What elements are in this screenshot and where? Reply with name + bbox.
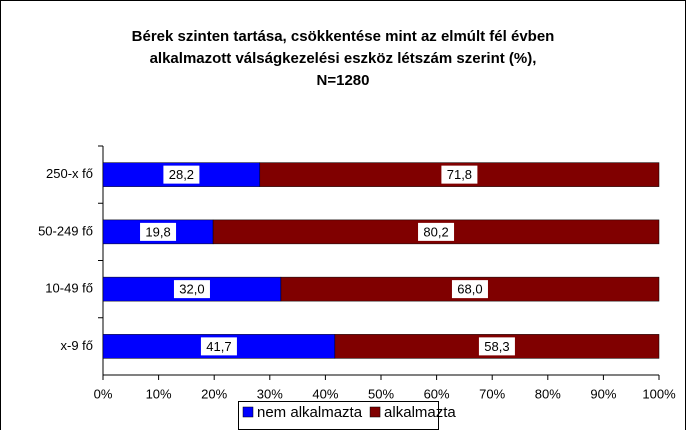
data-label-box — [418, 222, 455, 241]
chart-title: N=1280 — [317, 72, 370, 89]
x-tick-label: 90% — [590, 386, 616, 401]
legend-label: alkalmazta — [384, 404, 456, 421]
data-label: 71,8 — [447, 167, 472, 182]
y-tick-label: 250-x fő — [46, 166, 93, 181]
y-tick-label: 10-49 fő — [45, 281, 93, 296]
data-label: 68,0 — [457, 282, 482, 297]
x-tick-label: 40% — [312, 386, 338, 401]
x-tick-label: 0% — [94, 386, 113, 401]
legend-swatch — [242, 406, 254, 418]
data-label-box — [478, 337, 515, 356]
chart-title: Bérek szinten tartása, csökkentése mint … — [132, 28, 555, 45]
data-label-box — [140, 222, 177, 241]
data-label: 80,2 — [423, 224, 448, 239]
data-label: 32,0 — [179, 282, 204, 297]
data-label-box — [173, 280, 210, 299]
data-label-box — [451, 280, 488, 299]
x-tick-label: 20% — [201, 386, 227, 401]
x-tick-label: 30% — [257, 386, 283, 401]
legend-swatch — [369, 406, 381, 418]
x-tick-label: 70% — [479, 386, 505, 401]
legend-label: nem alkalmazta — [257, 404, 363, 421]
x-tick-label: 50% — [368, 386, 394, 401]
data-label-box — [200, 337, 237, 356]
data-label-box — [441, 165, 478, 184]
data-label: 28,2 — [169, 167, 194, 182]
data-label: 58,3 — [484, 339, 509, 354]
data-label: 19,8 — [145, 224, 170, 239]
y-tick-label: x-9 fő — [60, 338, 93, 353]
data-label-box — [163, 165, 200, 184]
chart-title: alkalmazott válságkezelési eszköz létszá… — [150, 50, 537, 67]
legend-box — [238, 401, 439, 430]
x-tick-label: 80% — [535, 386, 561, 401]
x-tick-label: 60% — [424, 386, 450, 401]
x-tick-label: 10% — [146, 386, 172, 401]
x-tick-label: 100% — [642, 386, 676, 401]
y-tick-label: 50-249 fő — [38, 223, 93, 238]
data-label: 41,7 — [206, 339, 231, 354]
